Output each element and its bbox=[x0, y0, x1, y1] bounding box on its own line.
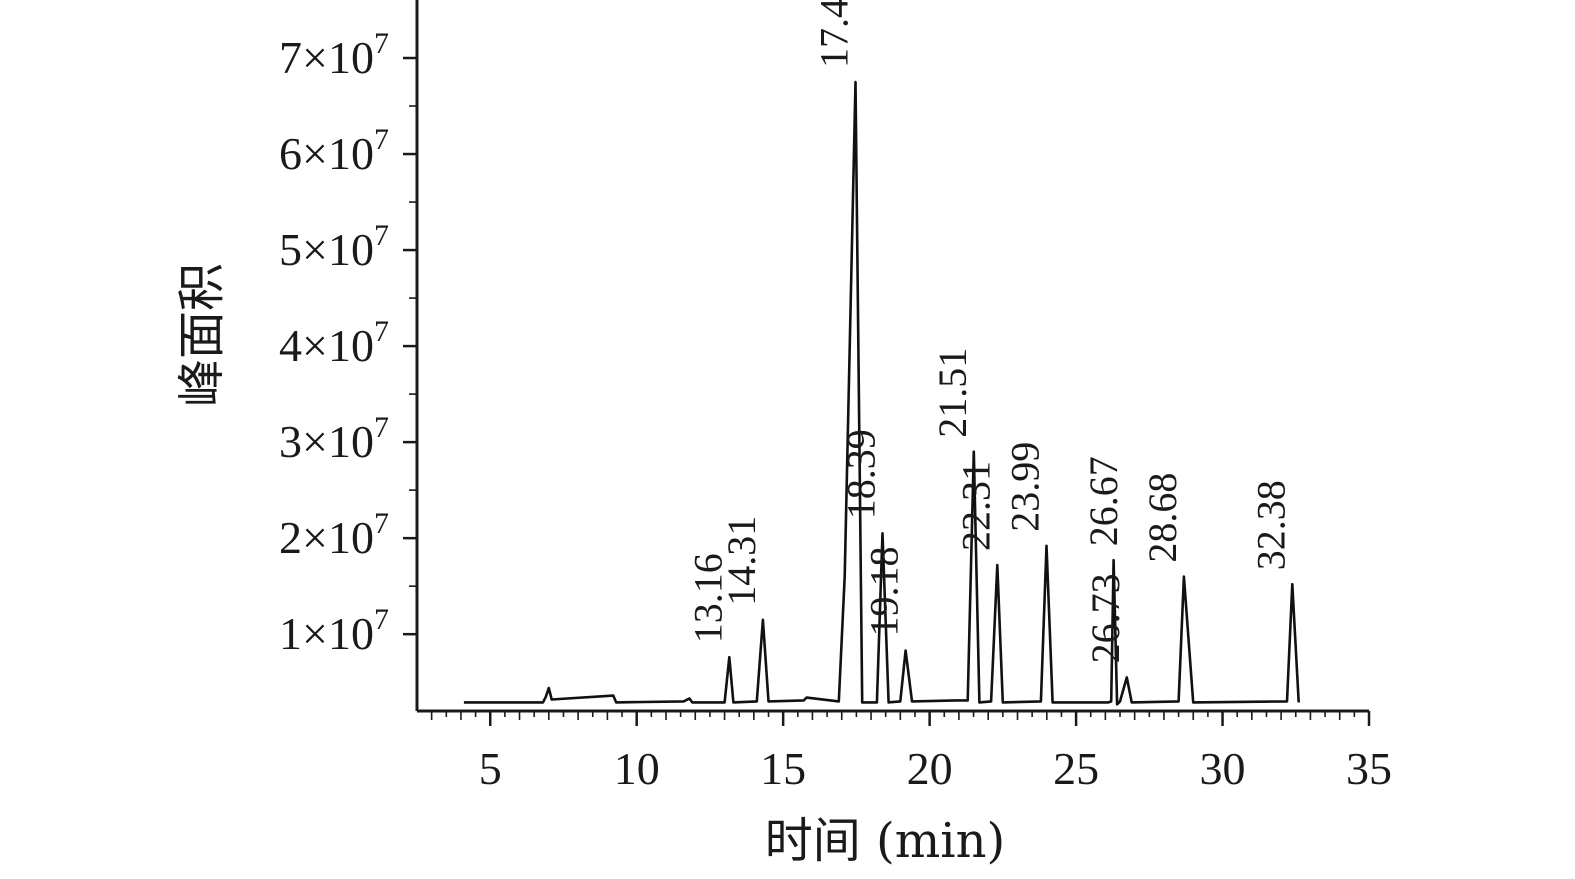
x-tick-label: 30 bbox=[1200, 743, 1246, 794]
y-tick-label: 2×107 bbox=[279, 507, 389, 563]
y-axis-title: 峰面积 bbox=[174, 263, 230, 407]
y-tick-label: 1×107 bbox=[279, 603, 389, 659]
peak-label: 26.67 bbox=[1081, 456, 1126, 546]
peak-label: 26.73 bbox=[1083, 573, 1128, 663]
x-axis-title: 时间 (min) bbox=[765, 813, 1006, 869]
y-tick-label: 3×107 bbox=[279, 411, 389, 467]
peak-label: 28.68 bbox=[1140, 473, 1185, 563]
y-tick-label: 7×107 bbox=[279, 27, 389, 83]
y-tick-label: 6×107 bbox=[279, 123, 389, 179]
peak-label: 13.16 bbox=[685, 553, 730, 643]
x-tick-label: 5 bbox=[479, 743, 502, 794]
chromatogram-trace-group bbox=[463, 80, 1300, 706]
peak-label: 21.51 bbox=[930, 348, 975, 438]
chromatogram-series-line bbox=[463, 80, 1300, 706]
x-tick-label: 15 bbox=[760, 743, 806, 794]
x-axis: 5 10 15 20 25 30 35 bbox=[417, 709, 1392, 794]
y-tick-label: 4×107 bbox=[279, 315, 389, 371]
peak-label: 19.18 bbox=[862, 547, 907, 637]
peak-label: 23.99 bbox=[1003, 442, 1048, 532]
x-tick-label: 20 bbox=[907, 743, 953, 794]
peak-label: 14.31 bbox=[719, 516, 764, 606]
peak-label: 22.31 bbox=[953, 461, 998, 551]
peak-label: 18.39 bbox=[839, 429, 884, 519]
peak-label: 32.38 bbox=[1248, 480, 1293, 570]
peak-label: 17.47 bbox=[812, 0, 857, 68]
x-tick-label: 35 bbox=[1346, 743, 1392, 794]
x-tick-label: 25 bbox=[1053, 743, 1099, 794]
x-tick-label: 10 bbox=[614, 743, 660, 794]
y-axis: 1×107 2×107 3×107 4×107 5×107 6×107 7×107 bbox=[279, 0, 419, 711]
y-tick-label: 5×107 bbox=[279, 219, 389, 275]
